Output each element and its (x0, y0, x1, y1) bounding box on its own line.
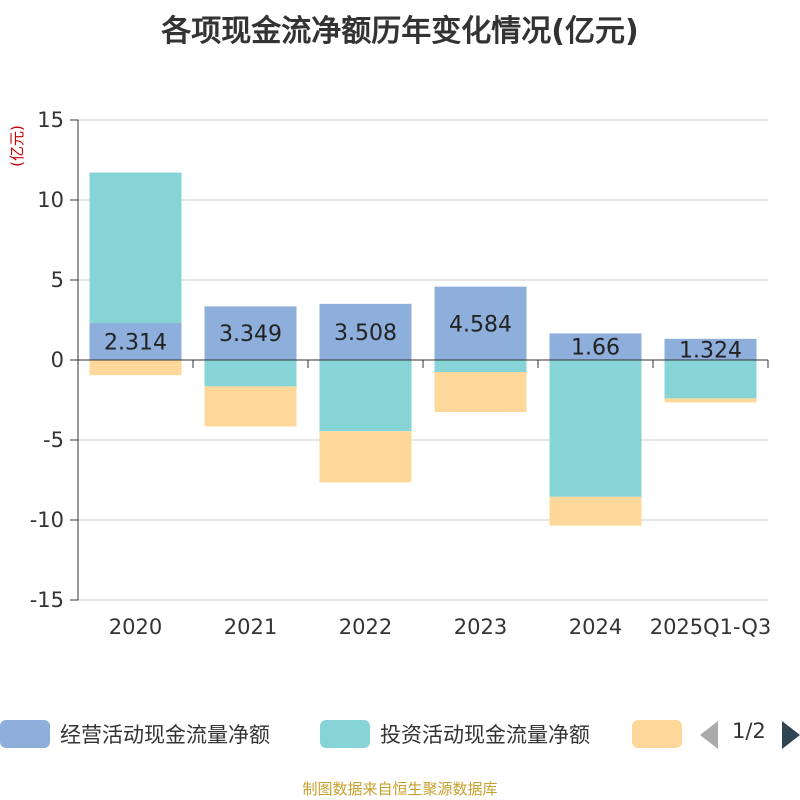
data-label-operating: 2.314 (104, 330, 167, 355)
y-tick-label: -10 (30, 508, 64, 532)
bar-financing (204, 386, 297, 427)
y-tick-label: 5 (51, 268, 64, 292)
bar-investing (549, 360, 642, 497)
y-tick-label: 0 (51, 348, 64, 372)
bar-financing (319, 431, 412, 483)
legend-swatch-financing (632, 720, 682, 748)
chart-plot: 15 10 5 0 -5 -10 -15 (亿元) 2020 2021 2022 2023 2024 20… (8, 108, 772, 639)
bar-financing (89, 360, 182, 376)
data-label-operating: 3.508 (334, 321, 397, 346)
y-tick-label: -5 (43, 428, 64, 452)
x-tick-label: 2025Q1-Q3 (650, 615, 772, 639)
bar-investing (319, 360, 412, 432)
bar-investing (89, 172, 182, 323)
bar-financing (434, 372, 527, 412)
data-label-operating: 1.66 (571, 336, 620, 361)
legend-prev-page-icon[interactable] (700, 721, 718, 749)
data-label-operating: 3.349 (219, 322, 282, 347)
legend-swatch-investing (320, 720, 370, 748)
y-tick-label: 10 (37, 188, 64, 212)
bar-operating (204, 306, 297, 360)
legend-next-page-icon[interactable] (782, 721, 800, 749)
data-source-note: 制图数据来自恒生聚源数据库 (302, 780, 498, 798)
y-tick-label: -15 (30, 588, 64, 612)
legend-label-operating: 经营活动现金流量净额 (60, 723, 270, 747)
data-label-operating: 1.324 (679, 338, 742, 363)
chart-title: 各项现金流净额历年变化情况(亿元) (161, 14, 639, 49)
bar-financing (549, 496, 642, 526)
legend-label-investing: 投资活动现金流量净额 (380, 723, 590, 747)
bar-operating (664, 338, 757, 360)
y-tick-label: 15 (37, 108, 64, 132)
bar-investing (204, 360, 297, 387)
bar-financing (664, 398, 757, 403)
bar-investing (434, 360, 527, 372)
y-axis-label: (亿元) (8, 125, 26, 167)
x-tick-label: 2021 (224, 615, 277, 639)
data-label-operating: 4.584 (449, 312, 512, 337)
x-tick-label: 2020 (109, 615, 162, 639)
bar-operating (89, 322, 182, 360)
x-tick-label: 2023 (454, 615, 507, 639)
x-tick-label: 2024 (569, 615, 622, 639)
x-tick-label: 2022 (339, 615, 392, 639)
bar-operating (434, 286, 527, 360)
bar-investing (664, 360, 757, 399)
legend-swatch-operating (0, 720, 50, 748)
legend-page-indicator: 1/2 (732, 719, 766, 743)
bar-operating (549, 333, 642, 360)
bar-operating (319, 303, 412, 360)
